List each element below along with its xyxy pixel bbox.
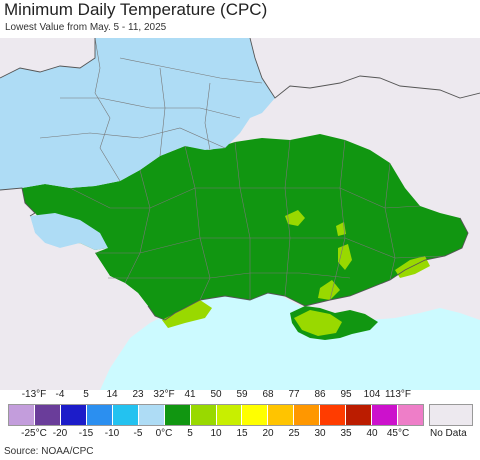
warm-patch-east (338, 244, 352, 270)
legend-celsius-tick: 5 (187, 428, 193, 439)
legend-fahrenheit-labels: -13°F -4 5 14 23 32°F 41 50 59 68 77 86 95 104 113°F (0, 389, 480, 403)
legend-fahrenheit-tick: 86 (314, 389, 326, 400)
legend-celsius-tick: 40 (366, 428, 378, 439)
legend-fahrenheit-tick: 5 (83, 389, 89, 400)
legend-swatch (242, 405, 269, 425)
legend-swatch (112, 405, 139, 425)
legend-celsius-tick: -5 (133, 428, 143, 439)
legend-swatch (268, 405, 295, 425)
legend-swatch (398, 405, 423, 425)
source-credit: Source: NOAA/CPC (4, 446, 94, 457)
legend-swatch (320, 405, 347, 425)
legend-celsius-tick: -25°C (21, 428, 47, 439)
legend-swatch (34, 405, 61, 425)
legend-fahrenheit-tick: 113°F (384, 389, 412, 400)
warm-patch-south-west (162, 300, 212, 328)
legend-celsius-tick: -10 (104, 428, 120, 439)
temperature-map (0, 38, 480, 390)
crimea-warm-area (294, 310, 342, 336)
legend-swatch (60, 405, 87, 425)
legend-fahrenheit-tick: -13°F (21, 389, 47, 400)
legend-fahrenheit-tick: 59 (236, 389, 248, 400)
warm-patch-kherson (318, 280, 340, 300)
legend-swatch (216, 405, 243, 425)
legend-celsius-tick: -20 (52, 428, 68, 439)
legend-fahrenheit-tick: 50 (210, 389, 222, 400)
legend-celsius-tick: 15 (236, 428, 248, 439)
legend-celsius-tick: 30 (314, 428, 326, 439)
outside-region-sw (0, 188, 148, 390)
legend-fahrenheit-tick: 95 (340, 389, 352, 400)
legend-swatch (164, 405, 191, 425)
land-region-green (22, 134, 468, 320)
legend-fahrenheit-tick: 14 (106, 389, 118, 400)
legend-no-data-label: No Data (430, 428, 467, 439)
legend-fahrenheit-tick: 23 (132, 389, 144, 400)
region-boundaries (39, 38, 446, 301)
legend-celsius-tick: 35 (340, 428, 352, 439)
warm-patch-central (285, 210, 305, 226)
legend-celsius-tick: 25 (288, 428, 300, 439)
legend-swatch (346, 405, 373, 425)
legend-no-data-swatch (429, 404, 473, 426)
legend-celsius-labels: -25°C -20 -15 -10 -5 0°C 5 10 15 20 25 30 35 40 45°C (0, 428, 480, 442)
outside-region-ne (250, 38, 480, 98)
legend-fahrenheit-tick: 68 (262, 389, 274, 400)
outside-region-nw (0, 38, 95, 78)
legend-swatch (372, 405, 399, 425)
legend-fahrenheit-tick: 41 (184, 389, 196, 400)
land-region-cold-west (30, 213, 108, 250)
legend-swatch (294, 405, 321, 425)
legend-swatch (138, 405, 165, 425)
legend-fahrenheit-tick: -4 (55, 389, 65, 400)
legend-celsius-tick: 20 (262, 428, 274, 439)
legend-fahrenheit-tick: 77 (288, 389, 300, 400)
legend-celsius-tick: 10 (210, 428, 222, 439)
legend-celsius-tick: 0°C (155, 428, 173, 439)
legend-swatch (9, 405, 35, 425)
legend-swatch (190, 405, 217, 425)
legend-fahrenheit-tick: 32°F (153, 389, 175, 400)
country-outline (0, 38, 480, 321)
legend-swatch (86, 405, 113, 425)
legend-fahrenheit-tick: 104 (363, 389, 381, 400)
legend-celsius-tick: 45°C (386, 428, 410, 439)
map-title: Minimum Daily Temperature (CPC) (4, 0, 268, 19)
legend-color-bar (8, 404, 424, 426)
legend-celsius-tick: -15 (78, 428, 94, 439)
map-subtitle: Lowest Value from May. 5 - 11, 2025 (5, 22, 167, 33)
